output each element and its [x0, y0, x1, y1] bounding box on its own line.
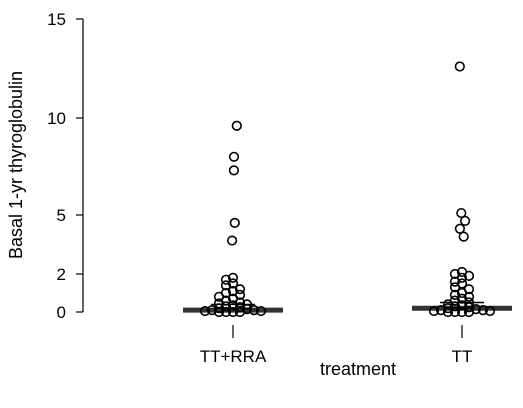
- x-tick-label: TT: [452, 347, 473, 366]
- data-point: [449, 282, 461, 293]
- data-point: [234, 306, 246, 318]
- data-point: [234, 284, 246, 295]
- data-point: [220, 301, 232, 312]
- y-axis: 0 2 5 10 15: [47, 10, 84, 322]
- data-point: [220, 306, 232, 318]
- data-point: [449, 306, 461, 318]
- data-point: [227, 300, 239, 311]
- data-point: [199, 305, 211, 317]
- data-point: [442, 299, 454, 310]
- data-point: [463, 306, 475, 318]
- x-axis: TT+RRA TT: [200, 325, 473, 366]
- data-point: [228, 165, 239, 176]
- data-point: [484, 305, 496, 317]
- data-point: [206, 305, 218, 316]
- data-point: [463, 291, 475, 302]
- data-point: [463, 302, 475, 313]
- data-point: [255, 305, 267, 317]
- data-point: [456, 306, 468, 318]
- data-point: [435, 305, 447, 316]
- data-point: [248, 305, 260, 316]
- data-point: [428, 305, 440, 317]
- data-point: [227, 278, 239, 289]
- data-point: [454, 223, 466, 234]
- data-point: [220, 280, 232, 291]
- y-tick-label: 2: [57, 265, 66, 284]
- y-axis-title: Basal 1-yr thyroglobulin: [6, 71, 26, 259]
- data-point: [449, 301, 461, 312]
- data-point: [227, 272, 239, 283]
- data-point: [229, 217, 240, 228]
- y-tick-label: 0: [57, 303, 66, 322]
- data-point: [442, 306, 454, 318]
- data-point: [227, 235, 238, 246]
- data-point: [228, 151, 240, 162]
- data-point: [213, 306, 225, 318]
- data-point: [234, 302, 246, 313]
- data-point: [454, 61, 465, 72]
- y-tick-label: 10: [47, 109, 66, 128]
- data-point: [456, 300, 468, 311]
- data-point: [477, 305, 489, 316]
- x-tick-label: TT+RRA: [200, 347, 267, 366]
- data-point: [463, 270, 475, 282]
- data-point: [458, 231, 469, 242]
- data-point: [227, 306, 239, 318]
- x-axis-title: treatment: [320, 359, 396, 379]
- plot-area: [183, 61, 512, 318]
- data-point: [456, 207, 467, 219]
- data-point: [231, 120, 242, 131]
- data-point: [449, 276, 461, 287]
- y-tick-label: 5: [57, 206, 66, 225]
- y-tick-label: 15: [47, 10, 66, 29]
- data-point: [460, 215, 471, 226]
